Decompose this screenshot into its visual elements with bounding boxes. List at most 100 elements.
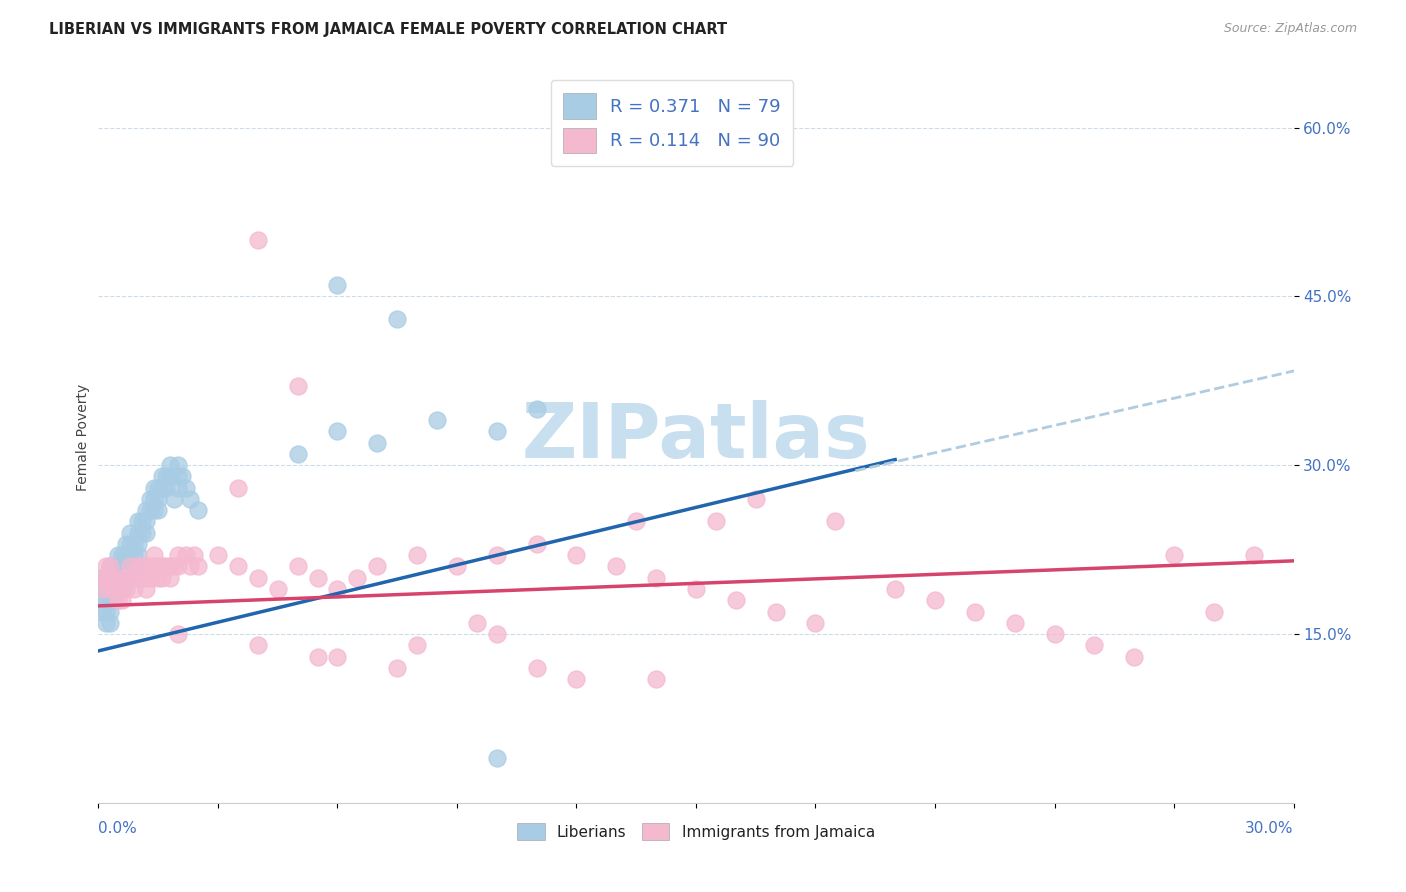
Point bbox=[115, 582, 138, 596]
Point bbox=[804, 615, 827, 630]
Point bbox=[98, 582, 122, 596]
Point bbox=[103, 571, 125, 585]
Point bbox=[127, 559, 149, 574]
Point bbox=[96, 582, 118, 596]
Point bbox=[131, 525, 153, 540]
Point bbox=[107, 593, 129, 607]
Point bbox=[127, 525, 149, 540]
Point bbox=[167, 469, 190, 483]
Point bbox=[155, 559, 177, 574]
Point bbox=[765, 605, 787, 619]
Point bbox=[326, 425, 349, 439]
Point bbox=[287, 447, 309, 461]
Point bbox=[143, 503, 166, 517]
Point bbox=[98, 559, 122, 574]
Point bbox=[884, 582, 907, 596]
Point bbox=[159, 458, 181, 473]
Point bbox=[287, 379, 309, 393]
Point bbox=[159, 469, 181, 483]
Point bbox=[143, 491, 166, 506]
Point bbox=[155, 481, 177, 495]
Point bbox=[96, 615, 118, 630]
Text: ZIPatlas: ZIPatlas bbox=[522, 401, 870, 474]
Point bbox=[131, 571, 153, 585]
Point bbox=[115, 537, 138, 551]
Point bbox=[485, 548, 508, 562]
Point bbox=[148, 481, 170, 495]
Point bbox=[111, 593, 134, 607]
Point bbox=[465, 615, 488, 630]
Point bbox=[226, 559, 249, 574]
Point bbox=[172, 469, 194, 483]
Point bbox=[167, 458, 190, 473]
Point bbox=[745, 491, 768, 506]
Point bbox=[148, 491, 170, 506]
Point bbox=[148, 571, 170, 585]
Point bbox=[485, 751, 508, 765]
Point bbox=[1083, 638, 1105, 652]
Point bbox=[120, 548, 142, 562]
Point bbox=[120, 525, 142, 540]
Point bbox=[167, 559, 190, 574]
Point bbox=[385, 661, 409, 675]
Point bbox=[159, 559, 181, 574]
Point bbox=[131, 559, 153, 574]
Point bbox=[605, 559, 627, 574]
Point bbox=[127, 571, 149, 585]
Point bbox=[98, 559, 122, 574]
Point bbox=[127, 548, 149, 562]
Point bbox=[120, 537, 142, 551]
Point bbox=[103, 582, 125, 596]
Point bbox=[1043, 627, 1066, 641]
Point bbox=[111, 582, 134, 596]
Point bbox=[103, 582, 125, 596]
Point bbox=[824, 515, 846, 529]
Point bbox=[724, 593, 747, 607]
Point bbox=[167, 548, 190, 562]
Point bbox=[150, 469, 173, 483]
Point bbox=[96, 571, 118, 585]
Point bbox=[91, 605, 114, 619]
Point bbox=[139, 491, 162, 506]
Text: LIBERIAN VS IMMIGRANTS FROM JAMAICA FEMALE POVERTY CORRELATION CHART: LIBERIAN VS IMMIGRANTS FROM JAMAICA FEMA… bbox=[49, 22, 727, 37]
Point bbox=[135, 582, 157, 596]
Point bbox=[565, 672, 588, 686]
Point bbox=[326, 278, 349, 293]
Point bbox=[98, 615, 122, 630]
Point bbox=[326, 649, 349, 664]
Legend: Liberians, Immigrants from Jamaica: Liberians, Immigrants from Jamaica bbox=[510, 816, 882, 847]
Point bbox=[150, 559, 173, 574]
Point bbox=[526, 661, 548, 675]
Point bbox=[107, 548, 129, 562]
Point bbox=[346, 571, 368, 585]
Point bbox=[485, 627, 508, 641]
Point bbox=[111, 571, 134, 585]
Point bbox=[174, 548, 197, 562]
Point bbox=[924, 593, 946, 607]
Point bbox=[127, 537, 149, 551]
Point bbox=[96, 605, 118, 619]
Point bbox=[103, 559, 125, 574]
Point bbox=[565, 548, 588, 562]
Point bbox=[963, 605, 986, 619]
Point bbox=[1123, 649, 1146, 664]
Point bbox=[98, 605, 122, 619]
Point bbox=[124, 582, 146, 596]
Point bbox=[179, 491, 201, 506]
Point bbox=[183, 548, 205, 562]
Point bbox=[120, 559, 142, 574]
Point bbox=[226, 481, 249, 495]
Point bbox=[307, 571, 329, 585]
Point bbox=[124, 571, 146, 585]
Point bbox=[406, 548, 429, 562]
Point bbox=[98, 571, 122, 585]
Point bbox=[107, 582, 129, 596]
Point bbox=[287, 559, 309, 574]
Point bbox=[307, 649, 329, 664]
Point bbox=[485, 425, 508, 439]
Point bbox=[91, 571, 114, 585]
Point bbox=[120, 559, 142, 574]
Point bbox=[107, 582, 129, 596]
Point bbox=[645, 672, 668, 686]
Point bbox=[135, 503, 157, 517]
